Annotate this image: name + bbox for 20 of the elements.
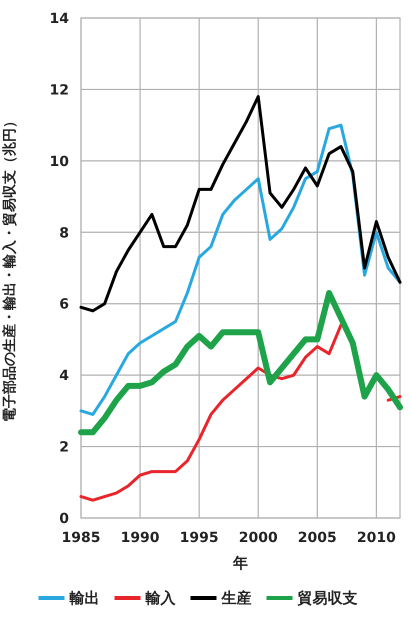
y-tick-label: 2 bbox=[59, 440, 69, 456]
y-tick-label: 14 bbox=[50, 11, 70, 27]
x-tick-label: 2010 bbox=[356, 530, 396, 546]
y-tick-label: 12 bbox=[50, 82, 69, 98]
x-tick-label: 2000 bbox=[238, 530, 278, 546]
y-tick-label: 10 bbox=[50, 154, 70, 170]
legend-label: 輸出 bbox=[68, 589, 100, 607]
x-tick-label: 2005 bbox=[298, 530, 337, 546]
y-axis-title: 電子部品の生産・輸出・輸入・貿易収支（兆円） bbox=[1, 114, 18, 422]
legend-label: 生産 bbox=[220, 589, 252, 607]
x-tick-label: 1990 bbox=[120, 530, 160, 546]
x-axis-title: 年 bbox=[232, 554, 248, 572]
x-tick-label: 1985 bbox=[62, 530, 100, 546]
legend-label: 貿易収支 bbox=[296, 589, 358, 607]
x-tick-label: 1995 bbox=[180, 530, 219, 546]
y-tick-label: 0 bbox=[59, 511, 70, 527]
y-tick-label: 4 bbox=[59, 368, 70, 384]
y-tick-label: 6 bbox=[59, 296, 69, 313]
legend-label: 輸入 bbox=[144, 589, 176, 607]
y-tick-label: 8 bbox=[59, 225, 69, 242]
